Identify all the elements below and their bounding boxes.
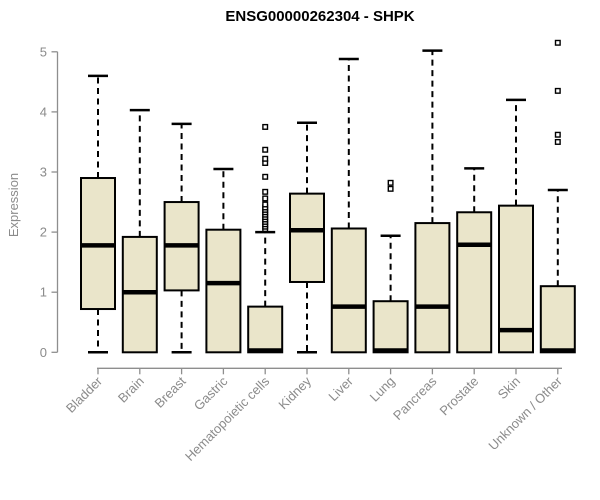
y-tick-label: 4 [40,104,47,119]
box-group [247,123,284,354]
box-iqr [372,300,409,354]
box-group [330,57,367,354]
box-group [456,167,493,354]
outlier-point [554,87,561,94]
y-tick-label: 5 [40,44,47,59]
y-tick-label: 2 [40,225,47,240]
box-iqr [289,192,325,283]
x-tick-label: Liver [325,373,356,404]
outlier-point [554,39,561,46]
box-group [121,108,158,354]
outlier-point [262,155,269,162]
box-group [205,167,242,354]
box-iqr [121,235,158,354]
y-tick-label: 1 [40,285,47,300]
box-group [414,49,451,354]
outlier-point [262,188,269,195]
y-tick-label: 0 [40,345,47,360]
box-iqr [539,285,576,354]
box-iqr [205,228,242,354]
x-tick-label: Brain [115,374,147,406]
box-group [539,39,576,354]
box-group [163,122,200,354]
box-iqr [456,211,493,354]
x-tick-label: Kidney [275,373,314,412]
x-tick-label: Lung [367,374,398,405]
x-tick-label: Skin [495,374,523,402]
outlier-point [262,146,269,153]
x-tick-label: Gastric [191,373,231,413]
box-iqr [330,227,367,354]
box-group [80,74,116,354]
chart-title: ENSG00000262304 - SHPK [225,8,415,25]
outlier-point [554,131,561,138]
x-tick-label: Pancreas [390,373,440,423]
box-group [289,121,325,354]
y-tick-label: 3 [40,165,47,180]
outlier-point [387,185,394,192]
outlier-point [262,201,269,208]
outlier-point [387,179,394,186]
box-group [498,98,534,354]
outlier-point [262,123,269,130]
box-group [372,179,409,354]
outlier-point [262,173,269,180]
x-tick-label: Prostate [436,374,481,419]
outlier-point [262,195,269,202]
x-tick-label: Breast [152,373,189,410]
x-tick-label: Bladder [63,373,106,416]
box-iqr [414,222,451,354]
x-tick-label: Unknown / Other [485,373,565,453]
outlier-point [554,138,561,145]
box-iqr [247,305,284,354]
